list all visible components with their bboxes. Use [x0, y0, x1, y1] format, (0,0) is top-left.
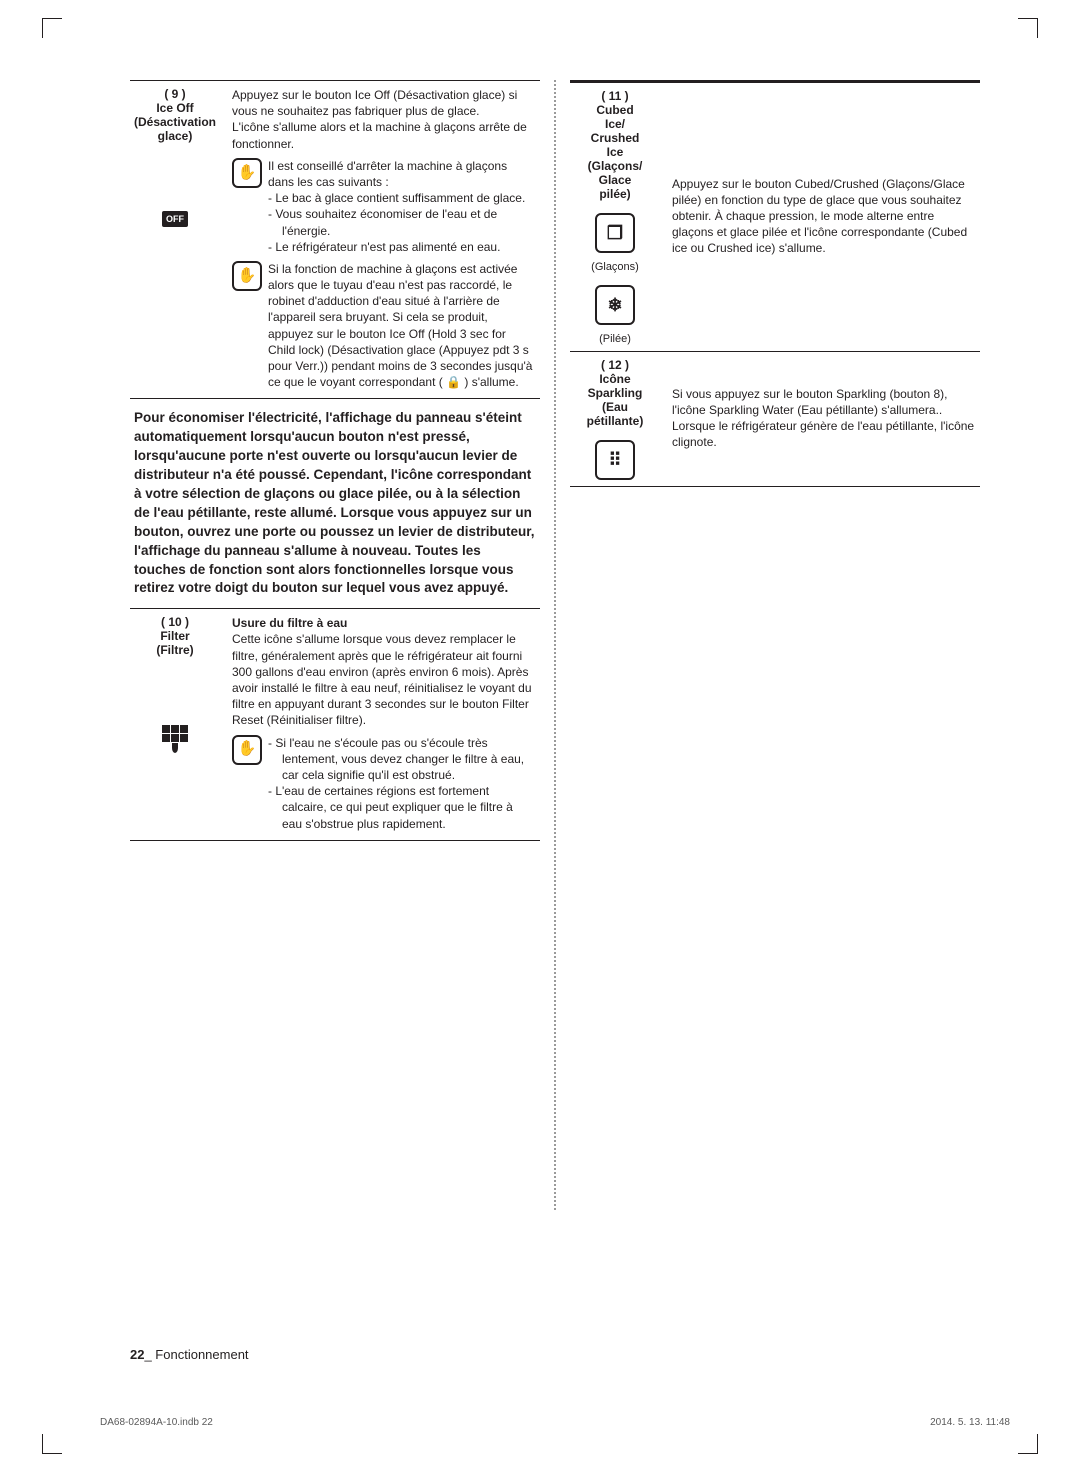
- crop-mark: [42, 1434, 62, 1454]
- block-12-title-2: Sparkling: [587, 386, 644, 400]
- page-number: 22: [130, 1347, 144, 1362]
- block-12-sparkling: ( 12 ) Icône Sparkling (Eau pétillante) …: [570, 352, 980, 487]
- block-12-title-3: (Eau: [587, 400, 644, 414]
- column-divider: [554, 80, 556, 1210]
- block-11-content: Appuyez sur le bouton Cubed/Crushed (Gla…: [666, 83, 980, 351]
- block-9-title-2: (Désactivation: [134, 115, 216, 129]
- block-11-title-1: Cubed: [588, 103, 643, 117]
- block-10-note-b1: Si l'eau ne s'écoule pas ou s'écoule trè…: [282, 735, 536, 784]
- block-9-title-3: glace): [134, 129, 216, 143]
- left-column: ( 9 ) Ice Off (Désactivation glace) OFF …: [130, 80, 540, 1210]
- energy-saving-paragraph: Pour économiser l'électricité, l'afficha…: [130, 399, 540, 608]
- note-icon: ✋: [232, 158, 262, 188]
- block-11-sub1: (Glaçons): [591, 261, 639, 273]
- block-11-title-4: Ice: [588, 145, 643, 159]
- block-10-num: ( 10 ): [156, 615, 193, 629]
- cubed-ice-icon: ❒: [595, 213, 635, 253]
- block-10-label: ( 10 ) Filter (Filtre): [130, 609, 226, 839]
- page-footer: 22_ Fonctionnement: [130, 1347, 249, 1362]
- block-12-content: Si vous appuyez sur le bouton Sparkling …: [666, 352, 980, 486]
- filter-icon: [157, 725, 193, 761]
- crop-mark: [42, 18, 62, 38]
- block-11-title-6: Glace: [588, 173, 643, 187]
- block-10-p1: Cette icône s'allume lorsque vous devez …: [232, 631, 536, 728]
- block-10-heading: Usure du filtre à eau: [232, 615, 536, 631]
- block-9-p1: Appuyez sur le bouton Ice Off (Désactiva…: [232, 87, 536, 119]
- block-11-title-3: Crushed: [588, 131, 643, 145]
- block-11-label: ( 11 ) Cubed Ice/ Crushed Ice (Glaçons/ …: [570, 83, 666, 351]
- block-10-title-2: (Filtre): [156, 643, 193, 657]
- block-11-p1: Appuyez sur le bouton Cubed/Crushed (Gla…: [672, 176, 976, 257]
- block-12-p1: Si vous appuyez sur le bouton Sparkling …: [672, 386, 976, 451]
- block-11-title-5: (Glaçons/: [588, 159, 643, 173]
- block-9-note1-b2: Vous souhaitez économiser de l'eau et de…: [282, 206, 536, 238]
- crushed-ice-icon: ❄: [595, 285, 635, 325]
- block-10-filter: ( 10 ) Filter (Filtre) Usure du filtre à…: [130, 608, 540, 840]
- block-11-num: ( 11 ): [588, 89, 643, 103]
- block-9-label: ( 9 ) Ice Off (Désactivation glace) OFF: [130, 81, 226, 398]
- block-9-note1-intro: Il est conseillé d'arrêter la machine à …: [268, 158, 536, 190]
- block-10-content: Usure du filtre à eau Cette icône s'allu…: [226, 609, 540, 839]
- block-12-title-1: Icône: [587, 372, 644, 386]
- block-11-cubed-crushed: ( 11 ) Cubed Ice/ Crushed Ice (Glaçons/ …: [570, 80, 980, 352]
- note-icon: ✋: [232, 261, 262, 291]
- block-9-num: ( 9 ): [134, 87, 216, 101]
- meta-timestamp: 2014. 5. 13. 11:48: [930, 1417, 1010, 1428]
- block-11-title-2: Ice/: [588, 117, 643, 131]
- block-9-ice-off: ( 9 ) Ice Off (Désactivation glace) OFF …: [130, 80, 540, 399]
- block-10-note-b2: L'eau de certaines régions est fortement…: [282, 783, 536, 832]
- block-9-p2: L'icône s'allume alors et la machine à g…: [232, 119, 536, 151]
- block-9-title-1: Ice Off: [134, 101, 216, 115]
- block-12-num: ( 12 ): [587, 358, 644, 372]
- block-12-title-4: pétillante): [587, 414, 644, 428]
- sparkling-icon: ⠿: [595, 440, 635, 480]
- block-12-label: ( 12 ) Icône Sparkling (Eau pétillante) …: [570, 352, 666, 486]
- crop-mark: [1018, 18, 1038, 38]
- right-column: ( 11 ) Cubed Ice/ Crushed Ice (Glaçons/ …: [570, 80, 980, 1210]
- block-9-note1-b3: Le réfrigérateur n'est pas alimenté en e…: [282, 239, 536, 255]
- footer-section: _ Fonctionnement: [144, 1347, 248, 1362]
- block-9-note1-b1: Le bac à glace contient suffisamment de …: [282, 190, 536, 206]
- note-icon: ✋: [232, 735, 262, 765]
- print-meta: DA68-02894A-10.indb 22 2014. 5. 13. 11:4…: [100, 1417, 1010, 1428]
- block-9-note2: Si la fonction de machine à glaçons est …: [268, 261, 536, 391]
- block-11-sub2: (Pilée): [599, 333, 631, 345]
- off-icon: OFF: [162, 211, 188, 227]
- crop-mark: [1018, 1434, 1038, 1454]
- block-11-title-7: pilée): [588, 187, 643, 201]
- block-10-title-1: Filter: [156, 629, 193, 643]
- meta-file: DA68-02894A-10.indb 22: [100, 1417, 213, 1428]
- block-9-content: Appuyez sur le bouton Ice Off (Désactiva…: [226, 81, 540, 398]
